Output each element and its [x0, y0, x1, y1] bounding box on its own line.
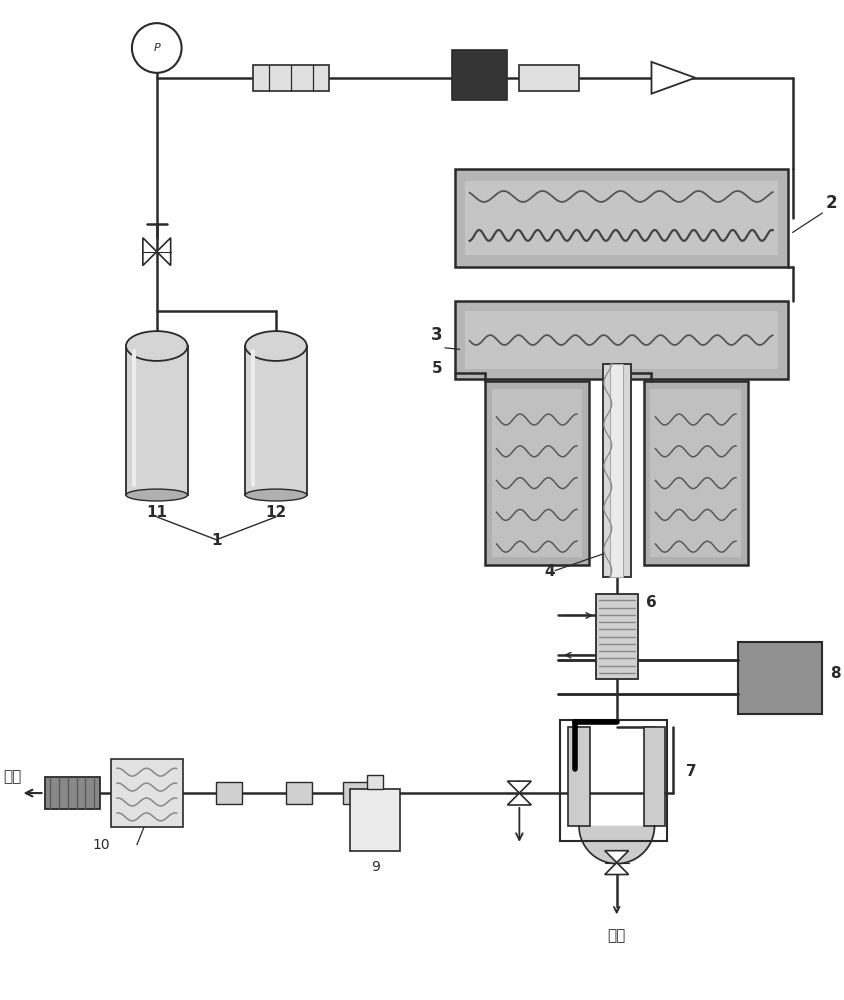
Bar	[452, 50, 507, 100]
Bar	[342, 782, 368, 804]
Text: 2: 2	[825, 194, 836, 212]
Text: 3: 3	[430, 326, 442, 344]
Text: 产物: 产物	[607, 928, 625, 943]
Text: 6: 6	[645, 595, 656, 610]
Bar	[464, 181, 776, 255]
Bar	[609, 364, 622, 577]
Text: 8: 8	[830, 666, 840, 681]
Bar	[216, 782, 242, 804]
Polygon shape	[507, 793, 531, 805]
Ellipse shape	[126, 331, 187, 361]
Bar	[111, 759, 182, 827]
Text: P: P	[154, 43, 160, 53]
Bar	[567, 727, 589, 826]
Bar	[253, 65, 328, 91]
Bar	[602, 364, 630, 577]
Bar	[350, 789, 400, 851]
Bar	[454, 301, 787, 379]
Text: 9: 9	[371, 860, 379, 874]
Bar	[643, 727, 664, 826]
Polygon shape	[143, 238, 157, 266]
Bar	[519, 65, 578, 91]
Bar	[126, 346, 187, 495]
Polygon shape	[651, 62, 695, 94]
Polygon shape	[507, 781, 531, 793]
Bar	[491, 389, 582, 557]
Text: 11: 11	[146, 505, 167, 520]
Text: 4: 4	[544, 564, 554, 579]
Bar	[45, 777, 100, 809]
Polygon shape	[157, 238, 170, 266]
Ellipse shape	[245, 331, 306, 361]
Text: 10: 10	[92, 838, 110, 852]
Bar	[285, 782, 311, 804]
Bar	[643, 381, 747, 565]
Bar	[650, 389, 740, 557]
Text: 放空: 放空	[3, 769, 21, 784]
Bar	[737, 642, 821, 714]
Circle shape	[132, 23, 181, 73]
Bar	[367, 775, 383, 789]
Bar	[595, 594, 637, 679]
Bar	[245, 346, 306, 495]
Bar	[464, 311, 776, 369]
Text: 7: 7	[685, 764, 696, 779]
Ellipse shape	[245, 489, 306, 501]
Text: 1: 1	[211, 533, 221, 548]
Text: 5: 5	[432, 361, 442, 376]
Bar	[484, 381, 588, 565]
Text: 12: 12	[265, 505, 286, 520]
Polygon shape	[604, 851, 628, 863]
Ellipse shape	[126, 489, 187, 501]
Bar	[454, 169, 787, 267]
Polygon shape	[604, 863, 628, 875]
Bar	[560, 720, 667, 841]
